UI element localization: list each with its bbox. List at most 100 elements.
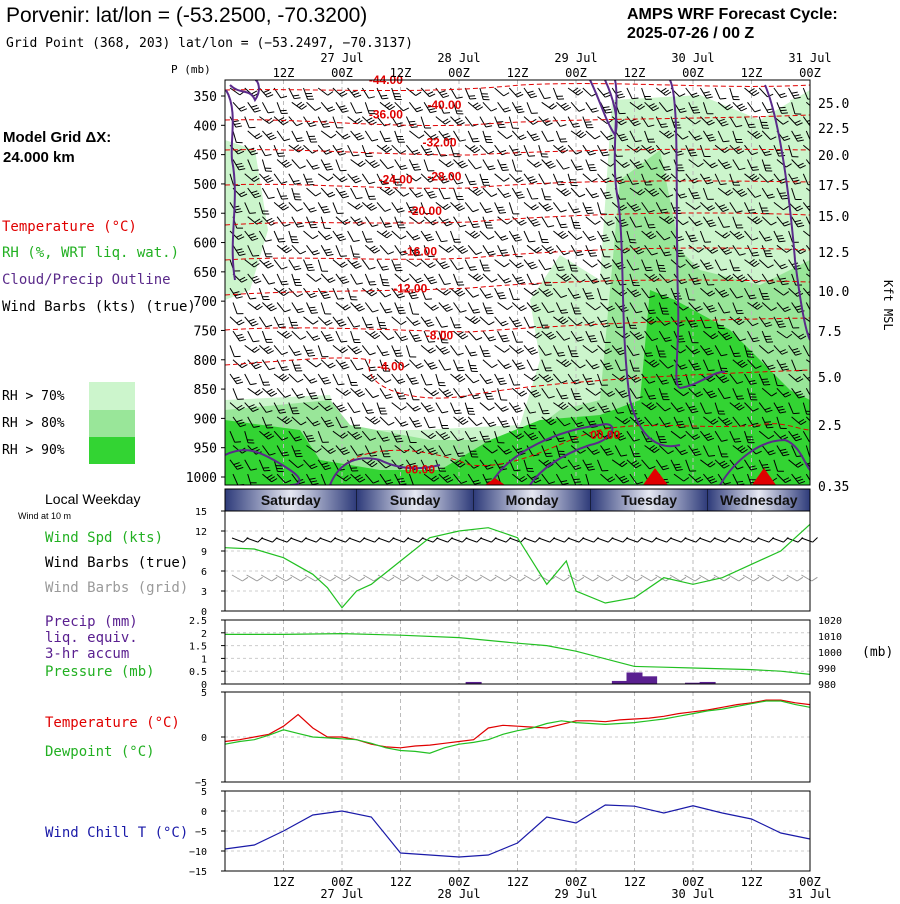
top-date-tick: 29 Jul [554, 51, 597, 65]
pressure-tick-label: 1020 [818, 616, 842, 627]
y-tick-label: 5 [201, 688, 207, 699]
y-tick-label: 0 [201, 807, 207, 818]
y-tick-label: 15 [195, 507, 207, 518]
legend-wind-speed: Wind Spd (kts) [45, 530, 163, 546]
pressure-tick-label: 800 [194, 354, 217, 369]
rh-90-swatch [89, 437, 135, 464]
isotherm-label: -20.00 [408, 204, 442, 218]
pressure-tick-label: 850 [194, 383, 217, 398]
rh-70-label: RH > 70% [2, 389, 65, 404]
kft-tick-label: 22.5 [818, 122, 849, 137]
y-tick-label: 6 [201, 567, 207, 578]
forecast-cycle-title: AMPS WRF Forecast Cycle: [627, 6, 838, 23]
legend-temperature: Temperature (°C) [2, 219, 137, 235]
legend-wind-barbs-grid: Wind Barbs (grid) [45, 580, 188, 596]
isotherm-label: -4.00 [377, 360, 405, 374]
pressure-tick-label: 350 [194, 90, 217, 105]
kft-tick-label: 0.35 [818, 480, 849, 495]
wind-barb-feather [816, 276, 821, 282]
wind-barb-feather [810, 161, 816, 166]
wind-chill-panel: −15−10−505 [189, 787, 810, 878]
y-tick-label: −10 [189, 847, 207, 858]
wind-barb-feather [810, 123, 816, 128]
kft-tick-label: 12.5 [818, 246, 849, 261]
pressure-tick-label: 550 [194, 207, 217, 222]
wind-barb-feather [811, 317, 816, 323]
weekday-label: Saturday [261, 492, 321, 508]
legend-wind-chill: Wind Chill T (°C) [45, 825, 188, 841]
pressure-tick-label: 400 [194, 119, 217, 134]
pressure-tick-label: 500 [194, 178, 217, 193]
wind-10m-label: Wind at 10 m [18, 511, 71, 521]
wind-barb-feather [812, 576, 818, 583]
wind-barb-feather [810, 455, 816, 459]
top-date-tick: 31 Jul [788, 51, 831, 65]
wind-barb-feather [812, 464, 818, 470]
y-tick-label: 1 [201, 654, 207, 665]
rh-90-label: RH > 90% [2, 443, 65, 458]
wind-barb-feather [813, 536, 818, 543]
rh-80-label: RH > 80% [2, 416, 65, 431]
isotherm-label: -24.00 [379, 173, 413, 187]
pressure-tick-label: 750 [194, 324, 217, 339]
isotherm-label: -28.00 [427, 170, 461, 184]
pressure-tick-label: 990 [818, 664, 836, 675]
pressure-tick-label: 700 [194, 295, 217, 310]
pressure-tick-label: 600 [194, 237, 217, 252]
y-tick-label: 3 [201, 587, 207, 598]
isotherm-label: 00.00 [590, 428, 620, 442]
legend-precip-accum: 3-hr accum [45, 646, 129, 662]
isotherm-label: -16.00 [403, 244, 437, 258]
wind-barb-feather [811, 379, 817, 385]
top-time-tick: 00Z [331, 66, 353, 80]
model-grid-value: 24.000 km [3, 149, 75, 166]
wind-barb-feather [811, 208, 817, 213]
pressure-axis-label: P (mb) [171, 63, 211, 76]
wind-barb-feather [812, 249, 818, 254]
wind-barb-feather [814, 360, 819, 366]
isotherm-label: -8.00 [426, 328, 454, 342]
precip-bar [627, 672, 643, 684]
wind-barb-feather [812, 310, 818, 315]
kft-tick-label: 15.0 [818, 210, 849, 225]
wind-barb-feather [816, 362, 821, 368]
legend-dewpoint: Dewpoint (°C) [45, 744, 155, 760]
top-time-tick: 12Z [624, 66, 646, 80]
top-time-tick: 12Z [390, 66, 412, 80]
wind-barb-feather [814, 165, 820, 170]
top-time-tick: 00Z [565, 66, 587, 80]
rh-70-swatch [89, 382, 135, 410]
pressure-tick-label: 1000 [818, 648, 842, 659]
wind-barb-feather [813, 275, 818, 281]
kft-axis-label: Kft MSL [881, 280, 895, 331]
top-time-tick: 00Z [682, 66, 704, 80]
top-time-tick: 12Z [273, 66, 295, 80]
wind-barb-feather [810, 332, 816, 337]
isotherm-label: -12.00 [393, 282, 427, 296]
kft-tick-label: 2.5 [818, 419, 841, 434]
y-tick-label: 2 [201, 629, 207, 640]
temperature-panel: −505 [195, 688, 810, 789]
legend-rh: RH (%, WRT liq. wat.) [2, 245, 179, 261]
y-tick-label: 0 [201, 733, 207, 744]
wind-barb-feather [811, 225, 817, 229]
weekday-label: Sunday [390, 492, 441, 508]
wind-barb-feather [813, 234, 818, 240]
y-tick-label: 1.5 [189, 642, 207, 653]
station-title: Porvenir: lat/lon = (-53.2500, -70.3200) [6, 4, 367, 27]
y-tick-label: −5 [195, 827, 207, 838]
wind-barb-feather [811, 294, 817, 299]
panel-bg [225, 791, 810, 871]
kft-tick-label: 5.0 [818, 371, 841, 386]
pressure-tick-label: 980 [818, 680, 836, 691]
wind-barb-feather [810, 417, 816, 423]
y-tick-label: 9 [201, 547, 207, 558]
pressure-tick-label: 950 [194, 442, 217, 457]
pressure-tick-label: 900 [194, 412, 217, 427]
top-time-tick: 12Z [741, 66, 763, 80]
pressure-tick-label: 1010 [818, 632, 842, 643]
